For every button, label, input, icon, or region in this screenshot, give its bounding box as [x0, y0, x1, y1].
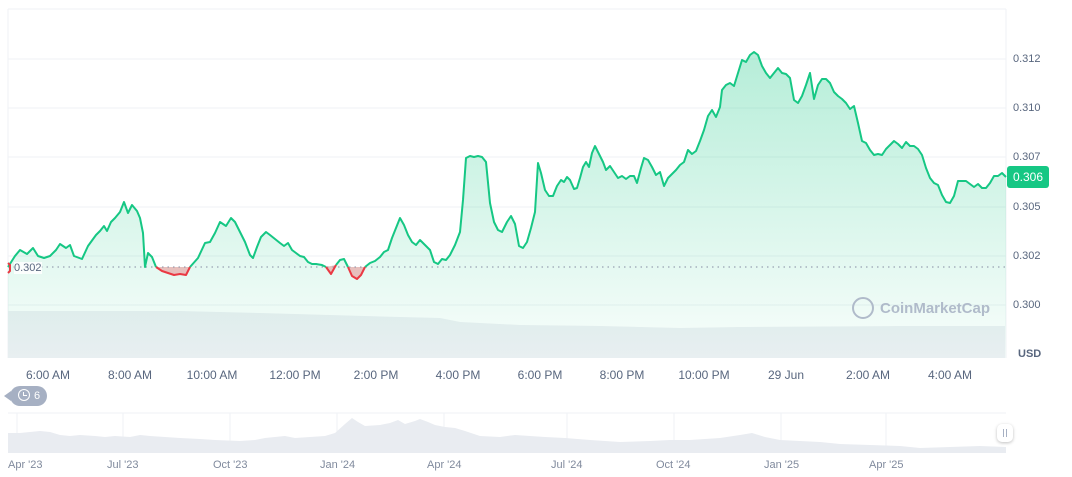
- x-tick: 2:00 PM: [353, 368, 399, 382]
- y-tick: 0.305: [1013, 201, 1041, 213]
- navigator-range-handle[interactable]: [997, 424, 1013, 442]
- y-tick: 0.310: [1013, 102, 1041, 114]
- x-tick: 8:00 AM: [107, 368, 153, 382]
- below-open-area: [156, 267, 190, 275]
- x-tick: 6:00 PM: [517, 368, 563, 382]
- navigator-tick: Jan '24: [320, 459, 356, 471]
- navigator-tick: Jul '23: [107, 459, 139, 471]
- x-tick: 12:00 PM: [269, 368, 321, 382]
- navigator-area: [8, 418, 1006, 453]
- open-price-label: 0.302: [14, 262, 42, 274]
- navigator: [8, 412, 1006, 453]
- current-price-tag: 0.306: [1007, 166, 1049, 188]
- x-tick: 10:00 PM: [678, 368, 730, 382]
- navigator-tick: Apr '23: [8, 459, 43, 471]
- x-tick: 2:00 AM: [845, 368, 891, 382]
- x-tick: 4:00 AM: [927, 368, 973, 382]
- y-tick: 0.307: [1013, 151, 1041, 163]
- navigator-tick: Apr '25: [869, 459, 904, 471]
- x-tick: 29 Jun: [767, 368, 805, 382]
- navigator-tick: Jul '24: [551, 459, 583, 471]
- history-clock-icon: [18, 389, 30, 401]
- navigator-tick: Oct '23: [213, 459, 248, 471]
- event-badge-tip: [4, 391, 11, 401]
- event-history-badge[interactable]: 6: [10, 386, 47, 406]
- navigator-tick: Jan '25: [764, 459, 800, 471]
- x-tick: 4:00 PM: [435, 368, 481, 382]
- coinmarketcap-watermark: CoinMarketCap: [852, 297, 990, 319]
- coinmarketcap-logo-icon: [852, 297, 874, 319]
- navigator-tick: Oct '24: [656, 459, 691, 471]
- price-area: [8, 52, 1006, 358]
- currency-label: USD: [1018, 348, 1042, 360]
- price-line: [7, 201, 157, 268]
- x-tick: 8:00 PM: [599, 368, 645, 382]
- y-tick: 0.312: [1013, 53, 1041, 65]
- y-tick: 0.300: [1013, 299, 1041, 311]
- x-tick: 6:00 AM: [25, 368, 71, 382]
- navigator-tick: Apr '24: [427, 459, 462, 471]
- x-tick: 10:00 AM: [186, 368, 238, 382]
- y-tick: 0.302: [1013, 250, 1041, 262]
